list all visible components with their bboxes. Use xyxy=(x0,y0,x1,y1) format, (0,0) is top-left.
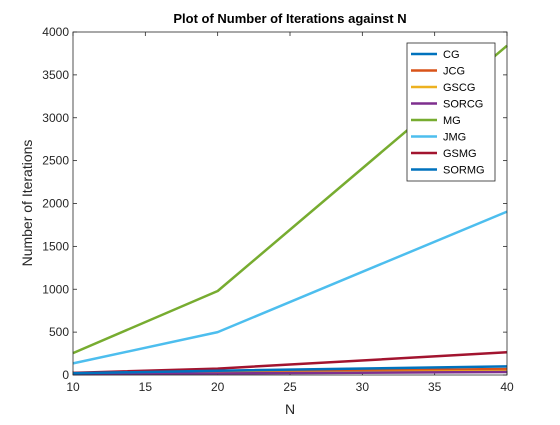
x-tick-label: 20 xyxy=(211,380,225,394)
y-tick-label: 1000 xyxy=(42,282,69,296)
y-tick-label: 2000 xyxy=(42,197,69,211)
x-tick-label: 15 xyxy=(139,380,153,394)
series-line-sormg xyxy=(72,365,508,375)
legend-label-gsmg: GSMG xyxy=(443,148,477,160)
chart-title: Plot of Number of Iterations against N xyxy=(173,11,406,26)
x-axis-label: N xyxy=(285,401,295,417)
y-tick-label: 2500 xyxy=(42,154,69,168)
y-tick-label: 0 xyxy=(62,368,69,382)
x-tick-label: 35 xyxy=(428,380,442,394)
y-tick-label: 3500 xyxy=(42,68,69,82)
axes-box xyxy=(72,31,508,376)
legend: CG JCG GSCG SORCG MG JMG GSMG SORMG xyxy=(406,42,496,182)
legend-label-mg: MG xyxy=(443,115,461,127)
axis-ticks: 10 15 20 25 30 35 40 0 500 1000 1500 2000 2500 3000 35… xyxy=(42,25,514,394)
legend-label-cg: CG xyxy=(443,49,460,61)
series-lines xyxy=(72,44,508,376)
series-line-sorcg xyxy=(72,370,508,376)
x-tick-label: 30 xyxy=(356,380,370,394)
y-axis-label: Number of Iterations xyxy=(19,140,35,267)
series-line-jmg xyxy=(72,210,508,365)
y-tick-label: 1500 xyxy=(42,239,69,253)
legend-label-gscg: GSCG xyxy=(443,82,475,94)
legend-box xyxy=(406,42,496,182)
legend-label-jcg: JCG xyxy=(443,66,465,78)
x-tick-label: 40 xyxy=(500,380,514,394)
axes-frame xyxy=(72,31,508,376)
legend-label-jmg: JMG xyxy=(443,132,466,144)
x-tick-label: 10 xyxy=(66,380,80,394)
legend-label-sorcg: SORCG xyxy=(443,99,483,111)
y-tick-label: 500 xyxy=(49,325,69,339)
y-tick-label: 4000 xyxy=(42,25,69,39)
x-tick-label: 25 xyxy=(283,380,297,394)
legend-label-sormg: SORMG xyxy=(443,165,485,177)
y-tick-label: 3000 xyxy=(42,111,69,125)
